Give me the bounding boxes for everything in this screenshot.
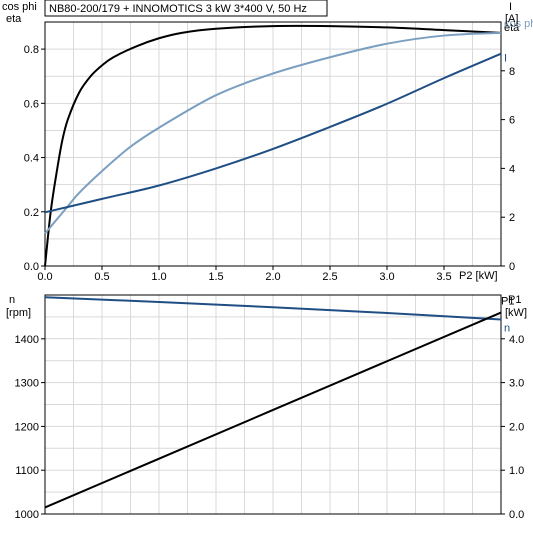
left-tick-label: 0.6 <box>24 98 39 110</box>
top-right-ticks: 0 2 4 6 8 <box>501 66 515 273</box>
left-tick-label: 0.0 <box>24 261 39 273</box>
series-label-I: I <box>504 53 507 65</box>
left-tick-label: 1000 <box>15 509 39 521</box>
left-tick-label: 1300 <box>15 378 39 390</box>
right-tick-label: 1.0 <box>509 465 524 477</box>
right-tick-label: 4.0 <box>509 334 524 346</box>
top-right-axis-label-2: [A] <box>505 13 518 25</box>
left-tick-label: 0.2 <box>24 207 39 219</box>
left-tick-label: 1400 <box>15 334 39 346</box>
right-tick-label: 6 <box>509 115 515 127</box>
top-left-axis-label-2: eta <box>6 13 22 25</box>
right-tick-label: 3.0 <box>509 378 524 390</box>
bottom-series-lines <box>44 296 502 509</box>
left-tick-label: 1200 <box>15 421 39 433</box>
bottom-grid <box>45 295 501 514</box>
series-line-P1 <box>44 311 502 509</box>
title-box <box>44 0 328 17</box>
bottom-series-labels: n P1 <box>501 296 514 335</box>
bottom-right-axis-label-2: [kW] <box>505 307 527 319</box>
x-tick-label: 0.5 <box>94 271 109 283</box>
series-line-n <box>44 296 502 321</box>
series-label-P1: P1 <box>501 296 514 308</box>
top-right-axis-label-1: I <box>509 1 512 13</box>
left-tick-label: 1100 <box>15 465 39 477</box>
x-tick-label: 1.0 <box>151 271 166 283</box>
right-tick-label: 4 <box>509 163 515 175</box>
top-x-ticks: 0.0 0.5 1.0 1.5 2.0 2.5 3.0 3.5 <box>37 266 452 283</box>
x-tick-label: 1.5 <box>208 271 223 283</box>
top-series-lines <box>44 24 502 267</box>
top-grid <box>45 22 501 266</box>
x-axis-label: P2 [kW] <box>459 270 498 282</box>
bottom-plot-frame <box>44 294 502 515</box>
x-tick-label: 3.0 <box>379 271 394 283</box>
top-left-axis-label-1: cos phi <box>2 1 37 13</box>
bottom-right-ticks: 0.0 1.0 2.0 3.0 4.0 <box>501 334 524 521</box>
series-label-cos-phi: cos phi <box>504 18 533 30</box>
series-label-eta: eta <box>504 22 520 34</box>
bottom-chart: 1000 1100 1200 1300 1400 0.0 1.0 2.0 3.0 4.0 n P1… <box>6 294 527 521</box>
x-tick-label: 2.0 <box>265 271 280 283</box>
left-tick-label: 0.8 <box>24 44 39 56</box>
bottom-right-axis-label-1: P1 <box>508 294 521 306</box>
chart-title: NB80-200/179 + INNOMOTICS 3 kW 3*400 V, … <box>49 3 307 15</box>
series-line-eta <box>44 24 502 267</box>
right-tick-label: 2.0 <box>509 421 524 433</box>
x-tick-label: 0.0 <box>37 271 52 283</box>
right-tick-label: 2 <box>509 212 515 224</box>
left-tick-label: 0.4 <box>24 153 39 165</box>
bottom-left-axis-label-2: [rpm] <box>6 307 31 319</box>
top-left-ticks: 0.0 0.2 0.4 0.6 0.8 <box>24 44 45 273</box>
x-tick-label: 2.5 <box>322 271 337 283</box>
right-tick-label: 0.0 <box>509 509 524 521</box>
bottom-left-axis-label-1: n <box>9 294 15 306</box>
x-tick-label: 3.5 <box>436 271 451 283</box>
bottom-left-ticks: 1000 1100 1200 1300 1400 <box>15 334 45 521</box>
series-label-n: n <box>504 323 510 335</box>
right-tick-label: 8 <box>509 66 515 78</box>
series-line-I <box>44 52 502 214</box>
right-tick-label: 0 <box>509 261 515 273</box>
top-chart: 0.0 0.5 1.0 1.5 2.0 2.5 3.0 3.5 0.0 0.2 0.4 0.6 0.8… <box>2 0 533 283</box>
